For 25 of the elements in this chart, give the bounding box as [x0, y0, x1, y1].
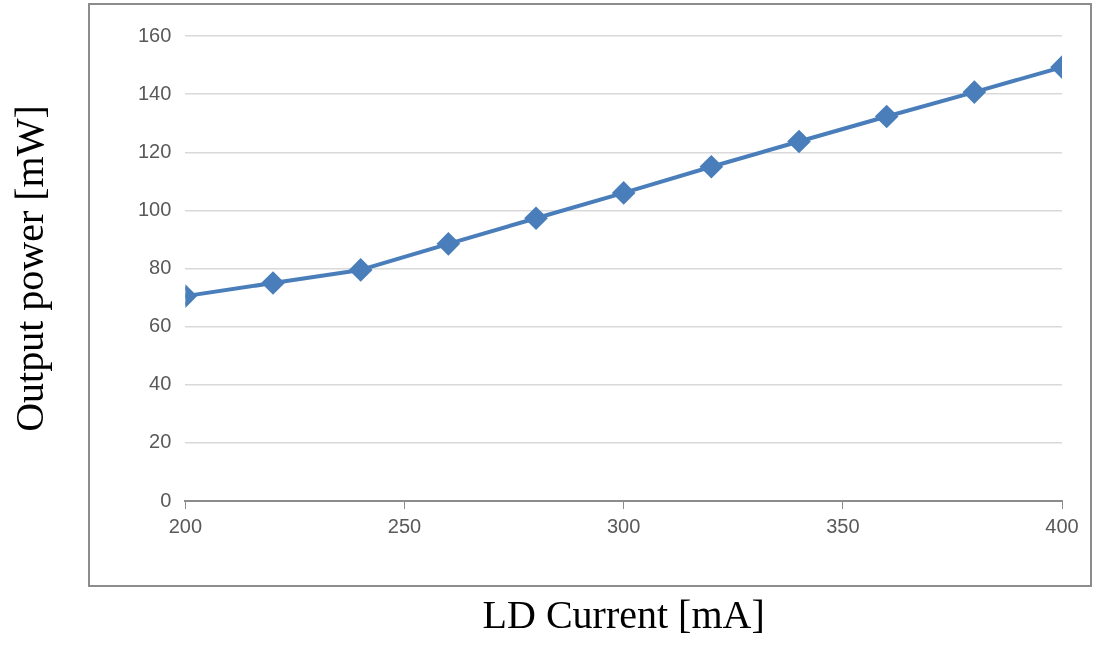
y-tick-label: 80	[149, 256, 172, 279]
x-tick-label: 350	[826, 514, 860, 537]
point	[437, 232, 460, 255]
point	[963, 81, 986, 104]
point	[612, 181, 635, 204]
point	[788, 130, 811, 153]
y-tick-label: 0	[160, 488, 172, 511]
y-tick-label: 100	[137, 197, 172, 220]
y-tick-label: 120	[137, 139, 172, 162]
x-tick-label: 200	[168, 514, 203, 537]
point	[875, 105, 898, 128]
point	[700, 155, 723, 178]
x-axis-title: LD Current [mA]	[482, 591, 765, 637]
point	[262, 272, 285, 295]
y-tick-label: 20	[149, 430, 172, 453]
y-axis-title: Output power [mW]	[6, 105, 52, 432]
y-tick-label: 60	[149, 314, 172, 337]
y-tick-label: 40	[149, 372, 172, 395]
x-tick-label: 300	[607, 514, 641, 537]
x-tick-label: 400	[1045, 514, 1079, 537]
point	[525, 207, 548, 230]
x-tick-label: 250	[387, 514, 422, 537]
point	[349, 258, 372, 281]
y-tick-label: 160	[137, 23, 172, 46]
y-tick-label: 140	[137, 81, 172, 104]
